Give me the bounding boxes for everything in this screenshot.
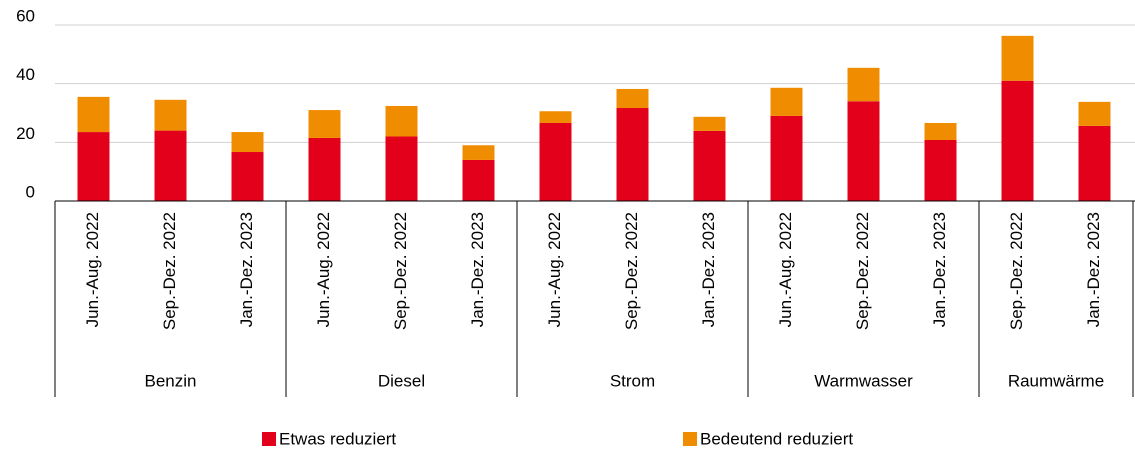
- y-tick-label: 40: [16, 65, 35, 84]
- bar-segment: [1078, 125, 1111, 201]
- bar-segment: [1001, 80, 1034, 201]
- bar-segment: [77, 132, 110, 201]
- bar-segment: [308, 137, 341, 201]
- y-tick-label: 20: [16, 124, 35, 143]
- group-label: Diesel: [378, 371, 425, 390]
- bar-segment: [693, 130, 726, 201]
- bar-segment: [1078, 101, 1111, 126]
- x-tick-label: Jun.-Aug. 2022: [776, 212, 795, 327]
- bar-segment: [385, 105, 418, 137]
- x-tick-label: Sep.-Dez. 2022: [160, 212, 179, 330]
- bar-segment: [462, 159, 495, 201]
- y-tick-label: 60: [16, 6, 35, 25]
- bar-segment: [924, 122, 957, 140]
- bar-segment: [539, 122, 572, 201]
- x-tick-label: Jun.-Aug. 2022: [545, 212, 564, 327]
- y-tick-label: 0: [26, 182, 35, 201]
- x-tick-label: Sep.-Dez. 2022: [622, 212, 641, 330]
- group-label: Raumwärme: [1008, 371, 1104, 390]
- legend-swatch: [262, 432, 276, 446]
- group-label: Strom: [610, 371, 655, 390]
- bar-segment: [154, 99, 187, 131]
- x-tick-label: Sep.-Dez. 2022: [391, 212, 410, 330]
- bar-segment: [770, 115, 803, 201]
- bar-segment: [1001, 35, 1034, 81]
- bar-segment: [385, 136, 418, 201]
- x-tick-label: Sep.-Dez. 2022: [853, 212, 872, 330]
- bar-segment: [77, 96, 110, 133]
- x-tick-label: Jun.-Aug. 2022: [314, 212, 333, 327]
- x-tick-label: Jan.-Dez. 2023: [699, 212, 718, 327]
- bar-segment: [693, 116, 726, 131]
- bar-segment: [847, 101, 880, 201]
- legend-label: Etwas reduziert: [279, 429, 396, 448]
- legend-swatch: [683, 432, 697, 446]
- group-label: Benzin: [145, 371, 197, 390]
- bar-segment: [847, 67, 880, 102]
- bar-segment: [539, 111, 572, 123]
- bar-segment: [231, 132, 264, 153]
- x-tick-label: Jan.-Dez. 2023: [468, 212, 487, 327]
- bar-segment: [616, 108, 649, 201]
- bar-segment: [924, 139, 957, 201]
- x-tick-label: Jan.-Dez. 2023: [237, 212, 256, 327]
- x-tick-label: Jan.-Dez. 2023: [1084, 212, 1103, 327]
- legend-label: Bedeutend reduziert: [700, 429, 853, 448]
- x-tick-label: Jun.-Aug. 2022: [83, 212, 102, 327]
- bar-segment: [308, 110, 341, 138]
- group-label: Warmwasser: [814, 371, 913, 390]
- bar-segment: [770, 87, 803, 116]
- bar-segment: [154, 130, 187, 201]
- x-tick-label: Jan.-Dez. 2023: [930, 212, 949, 327]
- bar-segment: [616, 88, 649, 109]
- x-tick-label: Sep.-Dez. 2022: [1007, 212, 1026, 330]
- bar-segment: [231, 152, 264, 201]
- bar-segment: [462, 145, 495, 160]
